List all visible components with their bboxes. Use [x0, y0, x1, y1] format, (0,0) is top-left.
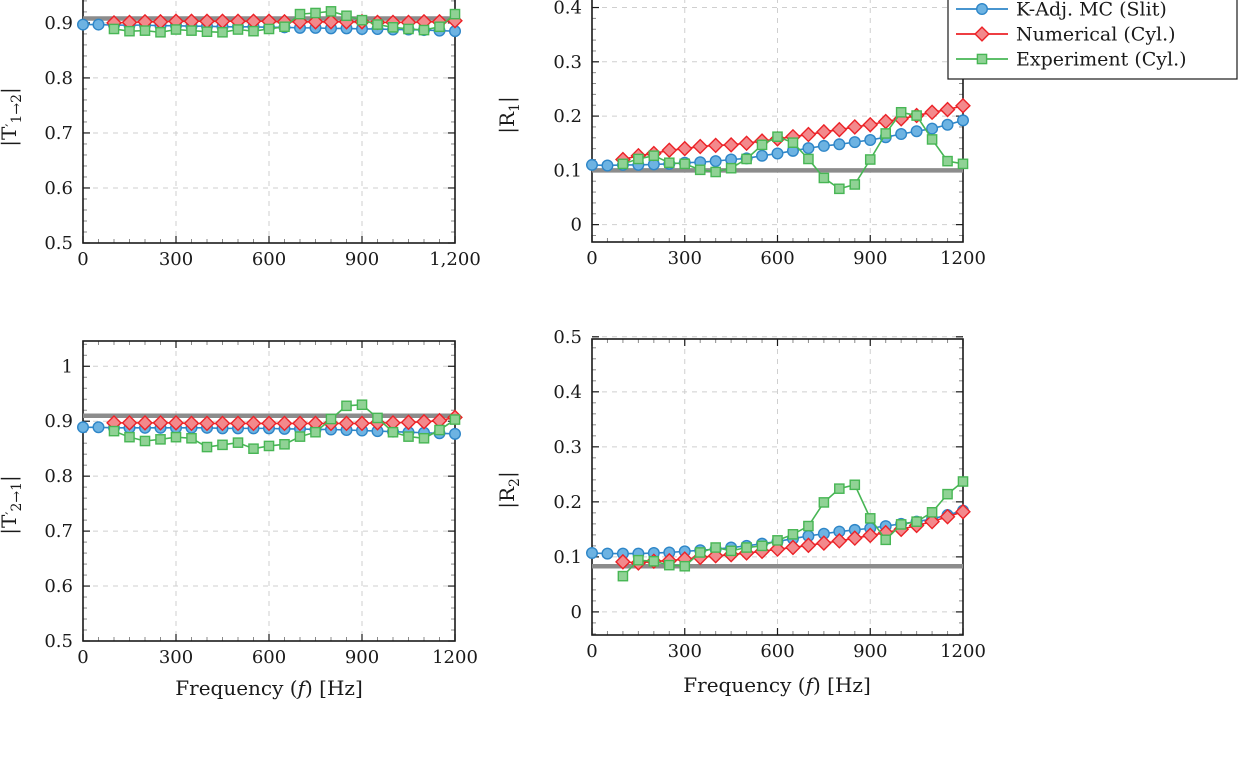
legend-entry-label: Experiment (Cyl.): [1016, 49, 1187, 71]
tick-labels: 0 300 600 900 1200 0 0.1 0.2 0.3 0.4 0.5: [553, 327, 986, 662]
svg-text:0.5: 0.5: [44, 631, 73, 652]
svg-text:900: 900: [345, 647, 379, 668]
svg-text:0.6: 0.6: [44, 178, 73, 199]
legend-entry-numerical-cyl: Numerical (Cyl.): [956, 24, 1176, 46]
svg-text:0: 0: [77, 249, 88, 270]
svg-text:1200: 1200: [432, 647, 478, 668]
svg-text:0.1: 0.1: [553, 547, 582, 568]
svg-text:300: 300: [159, 249, 193, 270]
series-experiment-cyl: [108, 399, 461, 454]
svg-text:0.3: 0.3: [553, 437, 582, 458]
axes-border: [591, 338, 964, 636]
svg-text:0.7: 0.7: [44, 521, 73, 542]
svg-text:1: 1: [62, 356, 73, 377]
svg-text:300: 300: [668, 248, 702, 269]
axes-border: [82, 340, 456, 642]
svg-text:600: 600: [760, 641, 794, 662]
svg-text:600: 600: [252, 249, 286, 270]
legend-border: [947, 0, 1238, 80]
y-axis-label: |R1|: [495, 96, 523, 133]
svg-text:900: 900: [853, 248, 887, 269]
svg-text:900: 900: [853, 641, 887, 662]
svg-text:0.5: 0.5: [553, 327, 582, 348]
svg-text:1,200: 1,200: [429, 249, 481, 270]
svg-text:0.7: 0.7: [44, 123, 73, 144]
svg-text:0: 0: [586, 641, 597, 662]
legend-entry-label: K-Adj. MC (Slit): [1016, 0, 1167, 21]
svg-text:600: 600: [252, 647, 286, 668]
series-experiment-cyl: [617, 106, 969, 195]
y-axis-label: |T′2→1|: [0, 475, 25, 535]
plot-r2: 0 300 600 900 1200 0 0.1 0.2 0.3 0.4 0.5 |R2| Freque…: [495, 327, 986, 697]
svg-text:0.8: 0.8: [44, 466, 73, 487]
svg-text:300: 300: [668, 641, 702, 662]
tick-labels: 0 300 600 900 1200 0 0.1 0.2 0.3 0.4: [553, 0, 986, 269]
x-axis-label: Frequency (f) [Hz]: [683, 673, 871, 697]
tick-labels: 0 300 600 900 1200 0.5 0.6 0.7 0.8 0.9 1: [44, 356, 478, 668]
y-axis-label: |R2|: [495, 471, 523, 508]
plot-r1: 0 300 600 900 1200 0 0.1 0.2 0.3 0.4 |R1|: [495, 0, 986, 269]
svg-text:0.1: 0.1: [553, 160, 582, 181]
plot-t12: 0 300 600 900 1,200 0.5 0.6 0.7 0.8 0.9 |T′1→2|: [0, 0, 481, 270]
svg-text:0.9: 0.9: [44, 13, 73, 34]
y-axis-label: |T′1→2|: [0, 87, 25, 147]
legend-entry-label: Numerical (Cyl.): [1016, 24, 1176, 46]
svg-text:0.6: 0.6: [44, 576, 73, 597]
svg-text:1200: 1200: [940, 641, 986, 662]
svg-text:0: 0: [77, 647, 88, 668]
x-axis-label: Frequency (f) [Hz]: [175, 676, 363, 700]
svg-text:0.9: 0.9: [44, 411, 73, 432]
svg-text:0.5: 0.5: [44, 233, 73, 254]
svg-text:0.2: 0.2: [553, 106, 582, 127]
legend-entry-k-adj-mc-slit: K-Adj. MC (Slit): [956, 0, 1167, 21]
svg-text:600: 600: [760, 248, 794, 269]
tick-labels: 0 300 600 900 1,200 0.5 0.6 0.7 0.8 0.9: [44, 13, 480, 270]
svg-text:300: 300: [159, 647, 193, 668]
svg-text:0: 0: [586, 248, 597, 269]
axes-border: [82, 0, 456, 244]
legend-entry-experiment-cyl: Experiment (Cyl.): [956, 49, 1187, 71]
legend-box: K-Adj. MC (Slit) Numerical (Cyl.) Experime…: [947, 0, 1238, 80]
svg-text:0.3: 0.3: [553, 52, 582, 73]
series-experiment-cyl: [108, 6, 461, 38]
svg-text:0.4: 0.4: [553, 382, 582, 403]
svg-text:0: 0: [571, 602, 582, 623]
svg-text:0.8: 0.8: [44, 68, 73, 89]
svg-text:0.4: 0.4: [553, 0, 582, 19]
series-experiment-cyl: [617, 476, 969, 582]
plot-t21: 0 300 600 900 1200 0.5 0.6 0.7 0.8 0.9 1 |T′2→1| Fre…: [0, 340, 478, 700]
svg-text:0.2: 0.2: [553, 492, 582, 513]
svg-text:0: 0: [571, 215, 582, 236]
svg-text:900: 900: [345, 249, 379, 270]
svg-text:1200: 1200: [940, 248, 986, 269]
